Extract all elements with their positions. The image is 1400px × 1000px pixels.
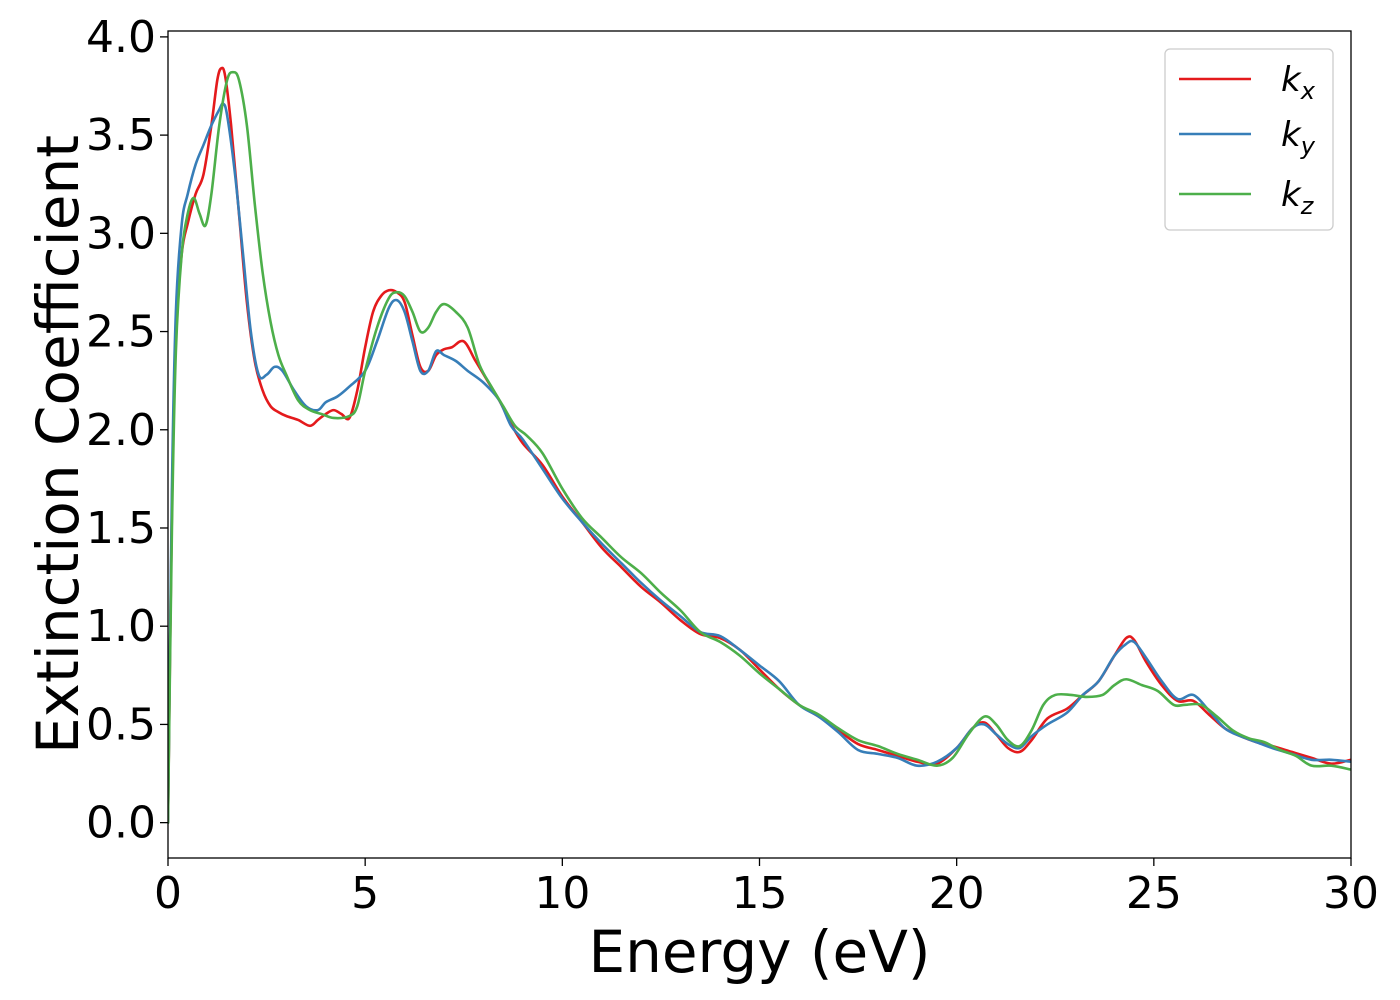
legend-label-main: k — [1281, 115, 1302, 155]
legend-label-kx: kx — [1281, 60, 1316, 105]
y-tick-label: 4.0 — [86, 12, 156, 63]
y-tick-label: 2.0 — [86, 405, 156, 456]
legend-label-subscript: y — [1300, 132, 1316, 160]
y-tick-label: 2.5 — [86, 307, 156, 358]
x-tick-label: 5 — [351, 868, 379, 919]
x-tick-label: 0 — [154, 868, 182, 919]
y-tick-label: 0.5 — [86, 699, 156, 750]
series-line-ky — [168, 102, 1351, 824]
y-tick-label: 1.5 — [86, 503, 156, 554]
legend-label-main: k — [1281, 60, 1302, 100]
y-axis-label: Extinction Coefficient — [24, 135, 92, 754]
y-axis-ticks: 0.0 0.5 1.0 1.5 2.0 2.5 3.0 3.5 4.0 — [86, 12, 168, 849]
x-tick-label: 30 — [1323, 868, 1379, 919]
y-tick-label: 3.0 — [86, 208, 156, 259]
x-tick-label: 25 — [1126, 868, 1182, 919]
x-tick-label: 10 — [534, 868, 590, 919]
x-tick-label: 20 — [929, 868, 985, 919]
legend-label-subscript: z — [1300, 192, 1315, 220]
y-tick-label: 1.0 — [86, 601, 156, 652]
legend-label-subscript: x — [1300, 77, 1316, 105]
y-tick-label: 0.0 — [86, 798, 156, 849]
series-line-kz — [168, 70, 1351, 824]
legend-label-ky: ky — [1281, 115, 1316, 160]
legend-label-kz: kz — [1281, 175, 1315, 220]
series-layer — [168, 66, 1351, 824]
x-axis-label: Energy (eV) — [588, 918, 930, 986]
x-tick-label: 15 — [732, 868, 788, 919]
legend-label-main: k — [1281, 175, 1302, 215]
x-axis-ticks: 0 5 10 15 20 25 30 — [154, 858, 1379, 919]
legend-box — [1164, 48, 1334, 231]
y-tick-label: 3.5 — [86, 110, 156, 161]
